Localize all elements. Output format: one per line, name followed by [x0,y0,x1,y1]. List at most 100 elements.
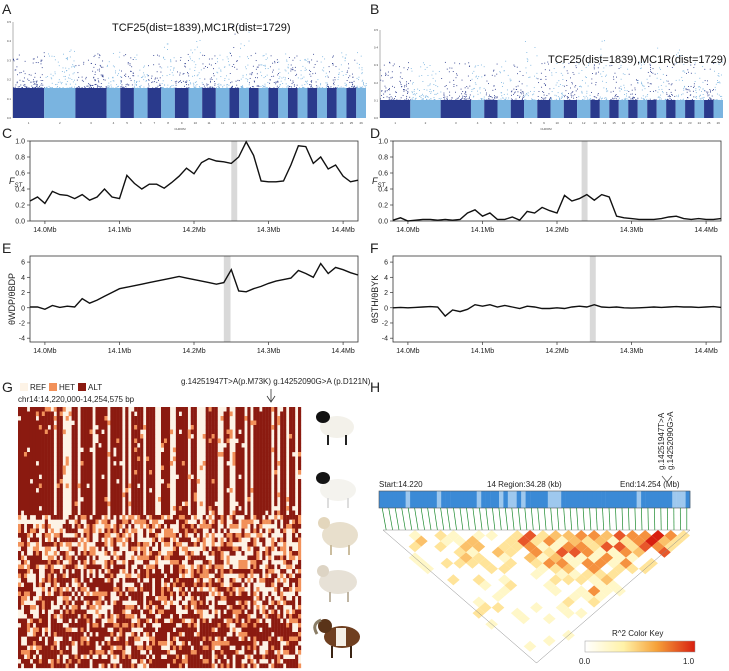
genotype-cell [104,632,108,637]
genotype-cell [238,501,242,507]
genotype-cell [214,506,218,511]
genotype-cell [247,488,251,493]
genotype-cell [44,425,48,430]
genotype-cell [265,429,269,435]
genotype-cell [116,510,120,516]
genotype-cell [241,578,245,583]
manhattan-chrom-label: 12 [221,121,225,125]
genotype-cell [208,425,212,430]
genotype-cell [166,411,171,417]
genotype-cell [83,465,87,471]
genotype-cell [89,483,93,489]
genotype-cell [190,618,194,624]
genotype-cell [20,627,25,633]
genotype-cell [128,587,132,592]
genotype-cell [166,519,171,525]
genotype-cell [50,497,54,502]
genotype-cell [53,596,57,601]
genotype-cell [77,605,81,610]
genotype-cell [53,609,57,615]
genotype-cell [298,578,302,583]
genotype-cell [226,483,230,489]
genotype-cell [277,420,281,426]
genotype-cell [253,600,257,606]
genotype-cell [110,618,114,624]
genotype-cell [178,587,182,592]
genotype-cell [29,560,34,565]
genotype-cell [247,425,251,430]
genotype-cell [59,627,63,633]
genotype-cell [205,434,209,439]
genotype-cell [169,636,174,642]
genotype-cell [172,564,177,570]
ld-cell [478,602,492,614]
genotype-cell [38,465,42,471]
genotype-cell [298,425,302,430]
genotype-cell [268,645,272,651]
ld-snp-tick [472,491,477,508]
genotype-cell [35,506,39,511]
genotype-cell [38,438,42,444]
genotype-cell [32,528,37,534]
genotype-cell [59,510,63,516]
genotype-cell [41,650,45,655]
genotype-cell [232,609,236,615]
genotype-cell [110,434,114,439]
genotype-cell [262,497,266,502]
genotype-cell [208,461,212,466]
genotype-cell [259,614,263,619]
genotype-cell [265,573,269,579]
ld-snp-tick [494,491,500,508]
genotype-cell [280,461,284,466]
genotype-cell [199,465,203,471]
ld-cell [447,541,460,553]
genotype-cell [175,479,180,484]
genotype-cell [86,515,90,520]
ld-connector [634,507,636,531]
genotype-cell [175,582,180,588]
manhattan-chrom-label: 12 [582,121,586,125]
genotype-cell [50,465,54,471]
genotype-cell [101,470,105,475]
genotype-cell [226,636,230,642]
genotype-cell [38,582,42,588]
genotype-cell [238,659,242,664]
genotype-cell [44,546,48,552]
ld-cell [491,579,505,591]
genotype-cell [56,420,60,426]
genotype-cell [250,609,254,615]
genotype-cell [140,483,144,489]
genotype-cell [83,456,87,462]
y-axis-label: FST [372,176,387,189]
ld-cell [523,640,537,652]
genotype-cell [116,636,120,642]
genotype-cell [134,609,138,615]
genotype-cell [18,470,22,475]
genotype-cell [199,636,203,642]
genotype-cell [298,600,302,606]
genotype-cell [83,407,87,412]
genotype-cell [268,501,272,507]
genotype-cell [283,519,287,525]
genotype-cell [131,555,135,561]
genotype-cell [292,663,296,669]
genotype-cell [283,474,287,480]
genotype-cell [214,425,218,430]
genotype-cell [175,492,180,498]
genotype-cell [140,488,144,493]
genotype-cell [107,560,111,565]
genotype-cell [80,650,84,655]
genotype-cell [169,641,174,646]
ld-cell [587,585,601,597]
genotype-cell [241,420,245,426]
genotype-cell [92,641,96,646]
ld-cell [600,541,614,553]
genotype-cell [199,564,203,570]
genotype-cell [89,497,93,502]
genotype-cell [166,488,171,493]
genotype-cell [116,645,120,651]
genotype-cell [149,407,153,412]
genotype-cell [98,465,102,471]
genotype-cell [86,645,90,651]
genotype-cell [110,456,114,462]
